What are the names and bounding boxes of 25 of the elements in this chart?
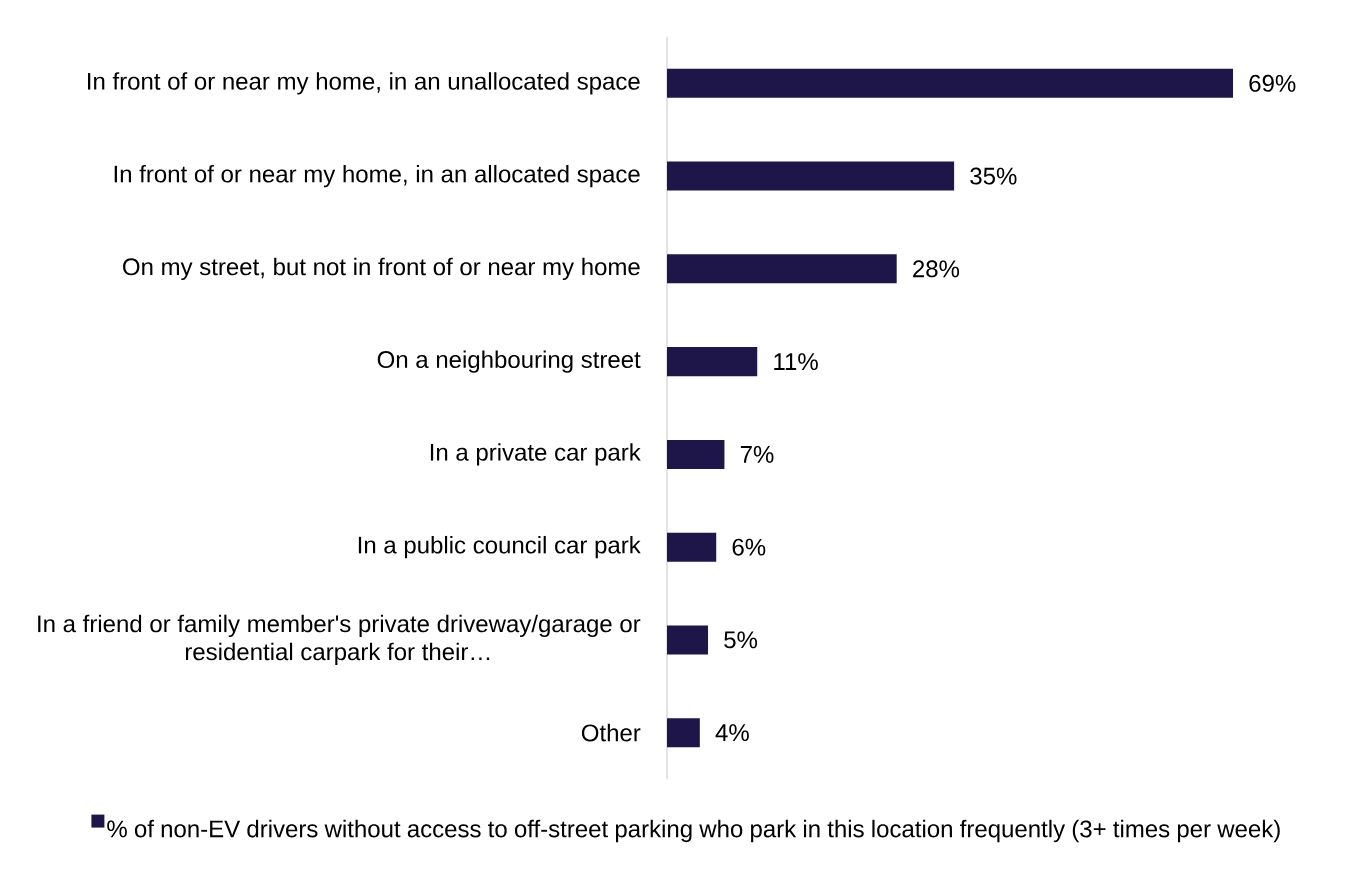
bar [667, 718, 700, 748]
y-tick-label: In front of or near my home, in an unallocated space [88, 72, 640, 95]
y-tick-label: In a private car park [430, 443, 641, 466]
data-label: 6% [732, 538, 766, 556]
y-tick-label: In a friend or family member's private driveway/garage or residential carpark for their… [38, 614, 641, 666]
data-label: 11% [774, 353, 818, 371]
bar [667, 68, 1234, 98]
data-label: 35% [970, 167, 1017, 185]
y-tick-label: On my street, but not in front of or near my home [123, 257, 640, 281]
bar [667, 161, 955, 191]
y-tick-label: On a neighbouring street [377, 350, 641, 373]
data-label: 7% [740, 445, 774, 463]
data-label: 4% [715, 724, 749, 742]
data-label: 28% [913, 260, 960, 278]
legend-label: % of non-EV drivers without access to off-street parking who park in this location frequently (3+ times per week) [107, 819, 1280, 843]
data-label: 69% [1249, 74, 1296, 92]
bar [667, 347, 758, 377]
bar [667, 254, 897, 284]
bar [667, 532, 717, 562]
bar [667, 439, 725, 469]
bar [667, 625, 709, 655]
data-label: 5% [724, 631, 758, 649]
y-tick-label: Other [581, 723, 641, 742]
y-tick-label: In a public council car park [358, 535, 641, 559]
y-tick-label: In front of or near my home, in an allocated space [114, 164, 640, 188]
